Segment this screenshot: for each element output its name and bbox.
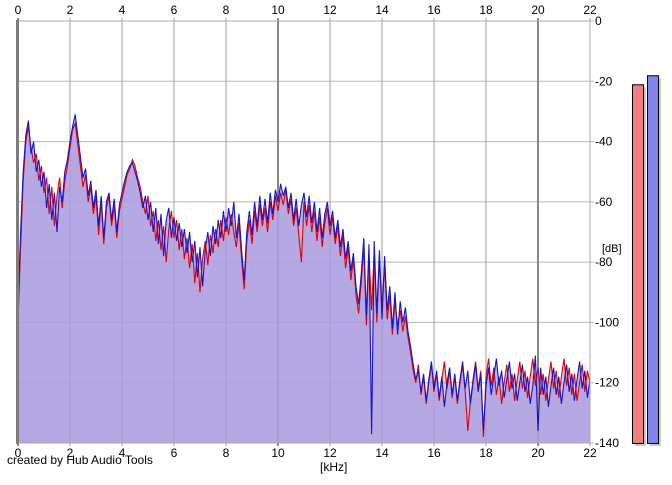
x-tick-label: 0 <box>15 3 22 17</box>
level-meters <box>632 75 661 447</box>
x-tick-label: 6 <box>171 446 178 460</box>
y-tick-label: -40 <box>595 135 613 149</box>
x-tick-label: 20 <box>531 3 545 17</box>
x-tick-label: 22 <box>583 446 597 460</box>
y-tick-label: -140 <box>595 436 619 450</box>
y-axis-unit-label: [dB] <box>602 243 622 255</box>
y-axis-labels: 0 -20 -40 -60 -80 -100 -120 -140 <box>595 14 619 450</box>
x-tick-label: 4 <box>119 3 126 17</box>
x-axis-top-labels: 0 2 4 6 8 10 12 14 16 18 20 22 <box>15 3 597 17</box>
x-tick-label: 10 <box>271 3 285 17</box>
x-tick-label: 14 <box>375 446 389 460</box>
x-tick-label: 8 <box>223 446 230 460</box>
y-tick-label: -100 <box>595 315 619 329</box>
x-tick-label: 2 <box>67 446 74 460</box>
x-tick-label: 10 <box>271 446 285 460</box>
x-axis-bottom-labels: 0 2 4 6 8 10 12 14 16 18 20 22 <box>15 446 597 460</box>
y-tick-label: -120 <box>595 376 619 390</box>
blue-level-meter-bar <box>647 75 659 444</box>
x-tick-label: 12 <box>323 3 337 17</box>
x-tick-label: 2 <box>67 3 74 17</box>
credit-text: created by Hub Audio Tools <box>7 453 153 467</box>
x-tick-label: 14 <box>375 3 389 17</box>
x-tick-label: 8 <box>223 3 230 17</box>
x-tick-label: 22 <box>583 3 597 17</box>
blue-trace <box>17 114 591 435</box>
red-trace <box>17 121 591 438</box>
x-tick-label: 18 <box>479 446 493 460</box>
plot-border <box>16 20 591 444</box>
x-tick-label: 4 <box>119 446 126 460</box>
x-tick-label: 16 <box>427 446 441 460</box>
y-tick-label: -80 <box>595 255 613 269</box>
y-tick-label: -20 <box>595 74 613 88</box>
y-tick-label: 0 <box>595 14 602 28</box>
x-tick-label: 16 <box>427 3 441 17</box>
x-tick-label: 12 <box>323 446 337 460</box>
x-tick-label: 20 <box>531 446 545 460</box>
blue-trace-fill <box>18 114 590 444</box>
red-level-meter-bar <box>632 84 644 445</box>
x-tick-label: 18 <box>479 3 493 17</box>
y-tick-label: -60 <box>595 195 613 209</box>
x-tick-label: 0 <box>15 446 22 460</box>
x-tick-label: 6 <box>171 3 178 17</box>
x-axis-unit-label: [kHz] <box>320 460 348 474</box>
